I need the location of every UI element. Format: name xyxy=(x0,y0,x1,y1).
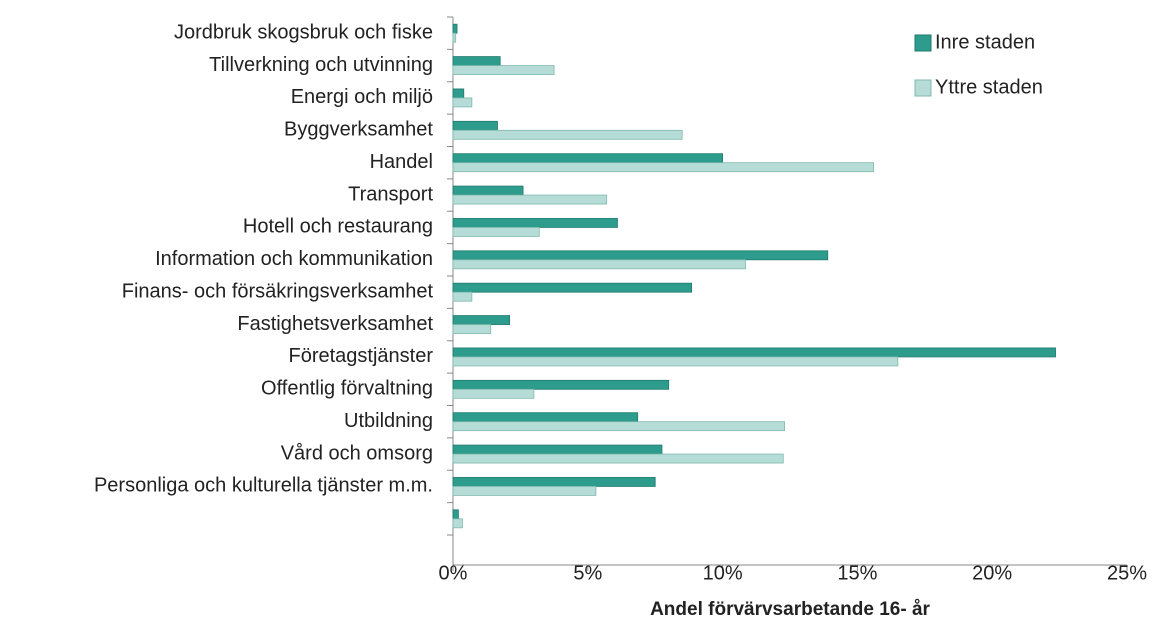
y-tick-label: Finans- och försäkringsverksamhet xyxy=(122,280,434,302)
bar xyxy=(452,250,829,261)
bar xyxy=(452,412,639,423)
bar xyxy=(452,65,555,75)
bar xyxy=(452,218,618,228)
bar xyxy=(452,453,784,464)
legend-label: Yttre staden xyxy=(935,76,1043,98)
x-tick-label: 10% xyxy=(703,562,743,584)
bar xyxy=(452,477,656,487)
y-tick-label: Tillverkning och utvinning xyxy=(209,54,433,76)
bar xyxy=(452,388,535,399)
y-tick-label: Offentlig förvaltning xyxy=(261,378,433,400)
y-tick-label: Vård och omsorg xyxy=(281,442,433,464)
bar xyxy=(452,259,746,270)
bar xyxy=(452,444,663,455)
bar xyxy=(452,509,459,520)
x-tick-label: 5% xyxy=(573,562,602,584)
bar xyxy=(452,518,463,529)
y-tick-label: Jordbruk skogsbruk och fiske xyxy=(174,21,433,43)
y-tick-label: Företagstjänster xyxy=(288,345,433,367)
bar xyxy=(452,282,692,293)
bar xyxy=(452,356,899,367)
y-tick-label: Utbildning xyxy=(344,410,433,432)
bar xyxy=(452,56,501,66)
bar xyxy=(452,97,473,108)
y-tick-label: Fastighetsverksamhet xyxy=(237,313,433,335)
x-axis-title: Andel förvärvsarbetande 16- år xyxy=(650,599,930,619)
y-tick-label: Personliga och kulturella tjänster m.m. xyxy=(94,475,433,497)
y-tick-label: Byggverksamhet xyxy=(284,119,433,141)
bar xyxy=(452,185,524,196)
y-tick-label: Hotell och restaurang xyxy=(243,216,433,238)
bar xyxy=(452,32,457,43)
bar xyxy=(452,88,465,99)
bar xyxy=(452,120,498,131)
bar xyxy=(452,324,492,334)
y-tick-label: Energi och miljö xyxy=(291,86,433,108)
bar xyxy=(452,153,724,164)
bar xyxy=(452,227,540,237)
x-tick-label: 25% xyxy=(1107,562,1147,584)
legend-swatch xyxy=(914,34,932,52)
x-tick-label: 20% xyxy=(972,562,1012,584)
bar xyxy=(452,486,597,496)
bar xyxy=(452,194,608,205)
legend-swatch xyxy=(914,79,932,97)
x-tick-label: 0% xyxy=(439,562,468,584)
bar xyxy=(452,23,458,34)
bar xyxy=(452,379,670,390)
bar xyxy=(452,347,1056,358)
y-tick-label: Transport xyxy=(348,183,433,205)
bar xyxy=(452,421,786,432)
x-tick-label: 15% xyxy=(837,562,877,584)
bar xyxy=(452,291,473,302)
y-tick-label: Information och kommunikation xyxy=(155,248,433,270)
bar xyxy=(452,315,511,325)
legend-label: Inre staden xyxy=(935,31,1035,53)
y-tick-label: Handel xyxy=(370,151,433,173)
bar xyxy=(452,162,874,173)
bar xyxy=(452,129,683,140)
